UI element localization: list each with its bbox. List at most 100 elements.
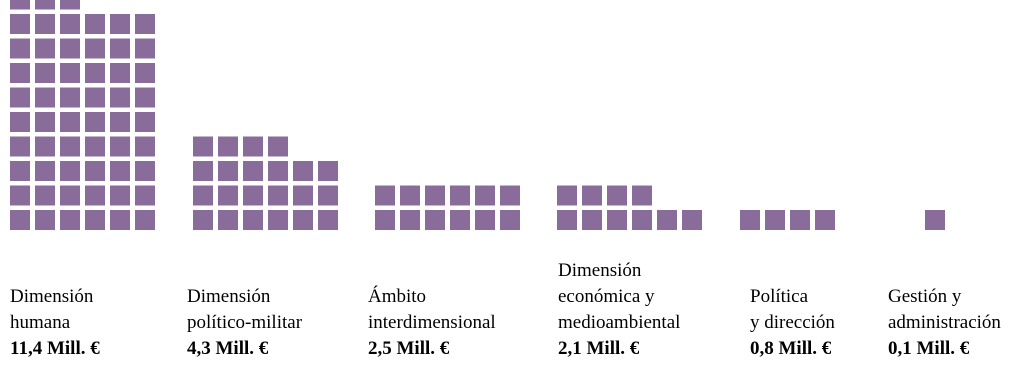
value-square xyxy=(110,63,130,83)
value-square xyxy=(35,63,55,83)
category-name-line: Política xyxy=(750,286,809,307)
value-square xyxy=(475,185,495,206)
value-square xyxy=(193,136,213,157)
value-square xyxy=(500,210,520,230)
value-square xyxy=(60,87,80,108)
value-square xyxy=(400,185,420,206)
value-square xyxy=(425,185,445,206)
category-amount: 0,1 Mill. € xyxy=(888,338,970,359)
value-square xyxy=(60,38,80,59)
value-square xyxy=(193,210,213,230)
value-square xyxy=(293,185,313,206)
category-name-line: interdimensional xyxy=(368,312,496,333)
value-square xyxy=(218,210,238,230)
value-square xyxy=(557,185,577,206)
value-square xyxy=(110,112,130,132)
value-square xyxy=(193,161,213,181)
value-square xyxy=(85,14,105,34)
value-square xyxy=(318,210,338,230)
value-square xyxy=(85,112,105,132)
value-square xyxy=(607,185,627,206)
category-name-line: Dimensión xyxy=(187,286,271,307)
value-square xyxy=(293,210,313,230)
value-square xyxy=(218,136,238,157)
value-square xyxy=(35,38,55,59)
value-square xyxy=(110,161,130,181)
category-label-politica-direccion: Política y dirección 0,8 Mill. € xyxy=(750,284,835,362)
category-name-line: Ámbito xyxy=(368,286,427,307)
square-group xyxy=(375,185,520,230)
square-group xyxy=(925,210,945,230)
value-square xyxy=(60,136,80,157)
value-square xyxy=(268,161,288,181)
value-square xyxy=(85,136,105,157)
value-square xyxy=(557,210,577,230)
category-name-line: económica y xyxy=(558,286,655,307)
value-square xyxy=(10,210,30,230)
value-square xyxy=(10,14,30,34)
value-square xyxy=(268,136,288,157)
value-square xyxy=(193,185,213,206)
value-square xyxy=(500,185,520,206)
value-square xyxy=(607,210,627,230)
value-square xyxy=(60,63,80,83)
value-square xyxy=(85,185,105,206)
value-square xyxy=(218,161,238,181)
category-label-ambito-interdimensional: Ámbito interdimensional 2,5 Mill. € xyxy=(368,284,496,362)
value-square xyxy=(582,210,602,230)
value-square xyxy=(35,87,55,108)
value-square xyxy=(268,210,288,230)
value-square xyxy=(85,161,105,181)
value-square xyxy=(135,136,155,157)
value-square xyxy=(85,210,105,230)
value-square xyxy=(815,210,835,230)
category-amount: 4,3 Mill. € xyxy=(187,338,269,359)
value-square xyxy=(135,161,155,181)
value-square xyxy=(60,185,80,206)
value-square xyxy=(375,210,395,230)
value-square xyxy=(765,210,785,230)
value-square xyxy=(318,185,338,206)
value-square xyxy=(60,161,80,181)
value-square xyxy=(425,210,445,230)
value-square xyxy=(400,210,420,230)
category-amount: 2,1 Mill. € xyxy=(558,338,640,359)
value-square xyxy=(10,0,30,10)
value-square xyxy=(110,38,130,59)
value-square xyxy=(632,210,652,230)
value-square xyxy=(10,38,30,59)
value-square xyxy=(682,210,702,230)
square-group xyxy=(740,210,835,230)
category-name-line: político-militar xyxy=(187,312,303,333)
value-square xyxy=(243,210,263,230)
category-label-dimension-economica: Dimensión económica y medioambiental 2,1… xyxy=(558,258,680,362)
value-square xyxy=(60,14,80,34)
value-square xyxy=(35,14,55,34)
category-amount: 0,8 Mill. € xyxy=(750,338,832,359)
value-square xyxy=(10,87,30,108)
category-name-line: Dimensión xyxy=(558,260,642,281)
square-group xyxy=(557,185,702,230)
square-group xyxy=(193,136,338,230)
value-square xyxy=(35,210,55,230)
value-square xyxy=(110,210,130,230)
value-square xyxy=(135,210,155,230)
value-square xyxy=(135,112,155,132)
value-square xyxy=(110,185,130,206)
value-square xyxy=(243,185,263,206)
value-square xyxy=(85,87,105,108)
value-square xyxy=(450,210,470,230)
value-square xyxy=(35,185,55,206)
value-square xyxy=(790,210,810,230)
value-square xyxy=(135,87,155,108)
value-square xyxy=(243,161,263,181)
category-name-line: Dimensión xyxy=(10,286,94,307)
value-square xyxy=(135,63,155,83)
category-label-dimension-politico-militar: Dimensión político-militar 4,3 Mill. € xyxy=(187,284,302,362)
value-square xyxy=(135,38,155,59)
category-name-line: y dirección xyxy=(750,312,835,333)
square-group xyxy=(10,0,155,230)
value-square xyxy=(10,185,30,206)
value-square xyxy=(10,161,30,181)
value-square xyxy=(110,14,130,34)
